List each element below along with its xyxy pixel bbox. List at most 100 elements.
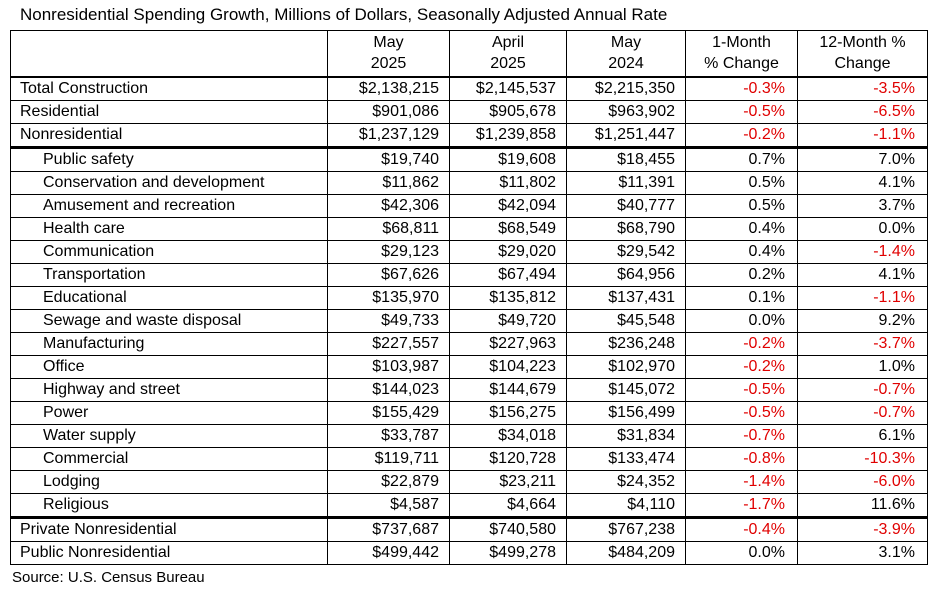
- value-may-2024: $137,431: [566, 285, 686, 310]
- table-row-educational: Educational $135,970 $135,812 $137,431 0.1% -…: [10, 285, 928, 310]
- column-header-line2: % Change: [704, 55, 779, 73]
- change-1-month: -0.8%: [685, 446, 798, 471]
- change-12-month: 4.1%: [797, 262, 928, 287]
- value-april-2025: $49,720: [449, 308, 567, 333]
- value-may-2024: $31,834: [566, 423, 686, 448]
- change-1-month: -0.5%: [685, 99, 798, 124]
- value-may-2025: $499,442: [327, 540, 450, 565]
- corner-cell: [10, 30, 328, 78]
- change-12-month: -6.0%: [797, 469, 928, 494]
- column-header-line2: 2025: [370, 55, 407, 73]
- column-header-line1: 12-Month %: [819, 34, 906, 52]
- value-april-2025: $905,678: [449, 99, 567, 124]
- change-12-month: 7.0%: [797, 146, 928, 172]
- change-12-month: 1.0%: [797, 354, 928, 379]
- table-row-public-nonresidential: Public Nonresidential $499,442 $499,278 $48…: [10, 540, 928, 565]
- value-may-2025: $103,987: [327, 354, 450, 379]
- value-may-2025: $11,862: [327, 170, 450, 195]
- value-may-2024: $145,072: [566, 377, 686, 402]
- value-april-2025: $34,018: [449, 423, 567, 448]
- change-12-month: 3.1%: [797, 540, 928, 565]
- table-row-transportation: Transportation $67,626 $67,494 $64,956 0.2% 4…: [10, 262, 928, 287]
- change-12-month: 0.0%: [797, 216, 928, 241]
- value-may-2025: $1,237,129: [327, 122, 450, 149]
- value-april-2025: $29,020: [449, 239, 567, 264]
- value-may-2024: $64,956: [566, 262, 686, 287]
- value-may-2024: $236,248: [566, 331, 686, 356]
- table-header: May 2025 April 2025 May 2024 1-Month % Change 12…: [10, 30, 928, 78]
- column-header-may-2024: May 2024: [566, 30, 686, 78]
- value-may-2025: $49,733: [327, 308, 450, 333]
- spending-table: May 2025 April 2025 May 2024 1-Month % Change 12…: [10, 30, 928, 565]
- row-label: Communication: [10, 239, 328, 264]
- row-label: Sewage and waste disposal: [10, 308, 328, 333]
- table-row-conservation-and-development: Conservation and development $11,862 $11,8…: [10, 170, 928, 195]
- change-1-month: 0.5%: [685, 193, 798, 218]
- value-april-2025: $227,963: [449, 331, 567, 356]
- row-label: Highway and street: [10, 377, 328, 402]
- value-may-2025: $22,879: [327, 469, 450, 494]
- value-may-2025: $19,740: [327, 146, 450, 172]
- row-label: Nonresidential: [10, 122, 328, 149]
- value-may-2025: $227,557: [327, 331, 450, 356]
- column-header-line1: April: [491, 34, 524, 52]
- column-header-april-2025: April 2025: [449, 30, 567, 78]
- change-12-month: 11.6%: [797, 492, 928, 519]
- value-april-2025: $67,494: [449, 262, 567, 287]
- value-april-2025: $499,278: [449, 540, 567, 565]
- column-header-line1: May: [610, 34, 642, 52]
- change-1-month: 0.2%: [685, 262, 798, 287]
- change-12-month: -10.3%: [797, 446, 928, 471]
- row-label: Total Construction: [10, 76, 328, 101]
- row-label: Residential: [10, 99, 328, 124]
- row-label: Public Nonresidential: [10, 540, 328, 565]
- value-may-2024: $133,474: [566, 446, 686, 471]
- value-april-2025: $104,223: [449, 354, 567, 379]
- value-april-2025: $144,679: [449, 377, 567, 402]
- value-may-2024: $18,455: [566, 146, 686, 172]
- table-row-manufacturing: Manufacturing $227,557 $227,963 $236,248 -0.…: [10, 331, 928, 356]
- value-april-2025: $23,211: [449, 469, 567, 494]
- value-april-2025: $4,664: [449, 492, 567, 519]
- value-may-2024: $40,777: [566, 193, 686, 218]
- value-april-2025: $156,275: [449, 400, 567, 425]
- table-row-amusement-and-recreation: Amusement and recreation $42,306 $42,094 $4…: [10, 193, 928, 218]
- value-may-2024: $2,215,350: [566, 76, 686, 101]
- table-row-commercial: Commercial $119,711 $120,728 $133,474 -0.8% -…: [10, 446, 928, 471]
- change-1-month: 0.0%: [685, 308, 798, 333]
- value-april-2025: $135,812: [449, 285, 567, 310]
- table-row-water-supply: Water supply $33,787 $34,018 $31,834 -0.7% 6.…: [10, 423, 928, 448]
- value-may-2024: $11,391: [566, 170, 686, 195]
- value-may-2025: $144,023: [327, 377, 450, 402]
- row-label: Health care: [10, 216, 328, 241]
- value-april-2025: $2,145,537: [449, 76, 567, 101]
- table-row-total-construction: Total Construction $2,138,215 $2,145,537 $2…: [10, 76, 928, 101]
- change-1-month: 0.4%: [685, 216, 798, 241]
- value-may-2025: $2,138,215: [327, 76, 450, 101]
- change-1-month: -0.4%: [685, 516, 798, 542]
- value-may-2025: $4,587: [327, 492, 450, 519]
- value-may-2024: $29,542: [566, 239, 686, 264]
- table-row-power: Power $155,429 $156,275 $156,499 -0.5% -0.7%: [10, 400, 928, 425]
- table-body: Total Construction $2,138,215 $2,145,537 $2…: [10, 76, 928, 565]
- column-header-may-2025: May 2025: [327, 30, 450, 78]
- value-may-2024: $45,548: [566, 308, 686, 333]
- change-1-month: 0.7%: [685, 146, 798, 172]
- table-row-sewage-and-waste-disposal: Sewage and waste disposal $49,733 $49,720 $…: [10, 308, 928, 333]
- value-april-2025: $740,580: [449, 516, 567, 542]
- row-label: Office: [10, 354, 328, 379]
- change-1-month: -0.2%: [685, 354, 798, 379]
- change-12-month: -3.7%: [797, 331, 928, 356]
- value-may-2025: $135,970: [327, 285, 450, 310]
- table-row-private-nonresidential: Private Nonresidential $737,687 $740,580 $7…: [10, 516, 928, 542]
- change-1-month: 0.0%: [685, 540, 798, 565]
- row-label: Private Nonresidential: [10, 516, 328, 542]
- value-may-2024: $156,499: [566, 400, 686, 425]
- change-1-month: -0.2%: [685, 331, 798, 356]
- row-label: Manufacturing: [10, 331, 328, 356]
- change-1-month: -0.5%: [685, 400, 798, 425]
- value-april-2025: $19,608: [449, 146, 567, 172]
- change-12-month: -0.7%: [797, 400, 928, 425]
- header-row: May 2025 April 2025 May 2024 1-Month % Change 12…: [10, 30, 928, 78]
